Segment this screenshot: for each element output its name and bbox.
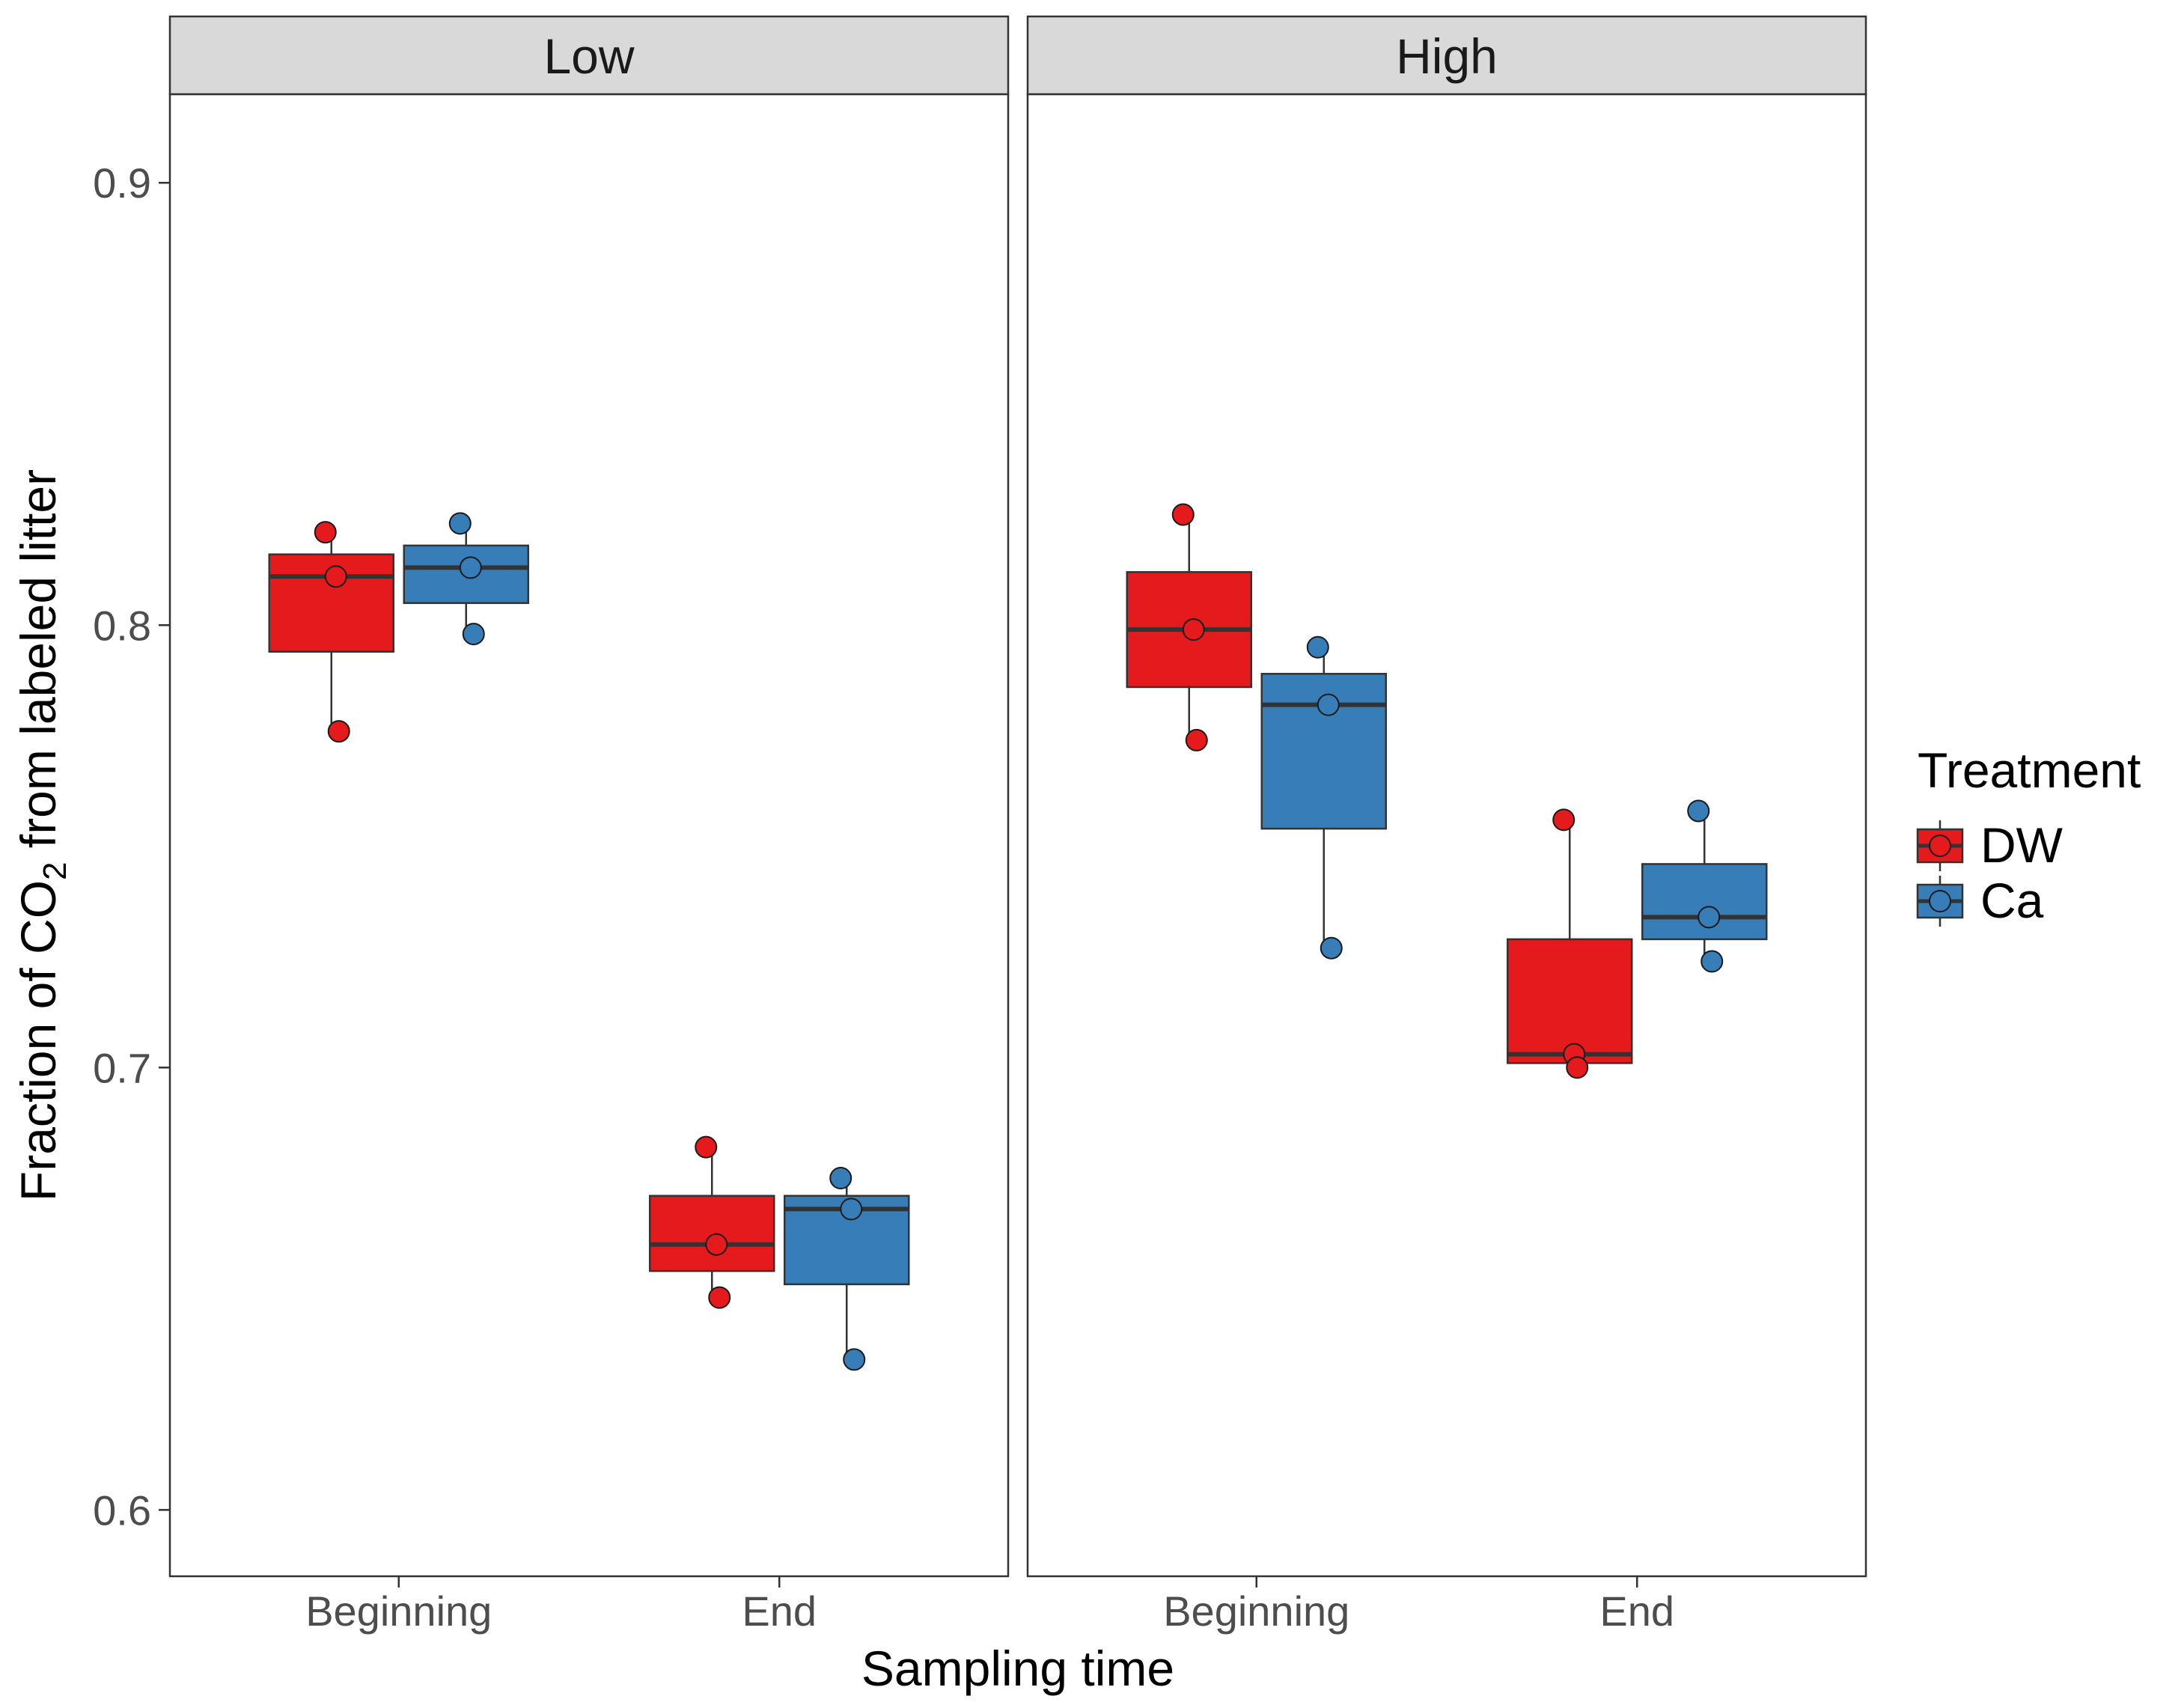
y-tick-label: 0.7 xyxy=(93,1044,151,1091)
x-tick-label: Beginning xyxy=(1163,1587,1349,1635)
data-point xyxy=(829,1167,852,1190)
data-point xyxy=(448,512,472,535)
box-low-end-dw xyxy=(648,1135,775,1309)
data-point xyxy=(1317,693,1340,716)
legend-item-dw: DW xyxy=(1916,817,2063,873)
legend-item-ca: Ca xyxy=(1916,873,2044,928)
data-point xyxy=(327,720,350,743)
legend-key-point xyxy=(1929,890,1951,912)
box-low-beginning-dw xyxy=(268,521,395,743)
x-axis-title: Sampling time xyxy=(861,1641,1174,1696)
y-axis-title-main: Fraction of CO xyxy=(10,880,66,1201)
data-point xyxy=(705,1233,728,1256)
x-axis: Beginning End Beginning End xyxy=(305,1576,1674,1635)
box-high-beginning-ca xyxy=(1260,635,1388,960)
boxplots xyxy=(268,503,1768,1371)
data-point xyxy=(708,1286,731,1309)
y-axis-title-subscript: 2 xyxy=(37,861,73,879)
data-point xyxy=(1566,1056,1589,1079)
data-point xyxy=(1182,618,1205,641)
y-axis: 0.6 0.7 0.8 0.9 xyxy=(93,159,170,1534)
box-iqr xyxy=(268,553,395,653)
box-low-end-ca xyxy=(783,1167,910,1371)
facet-low-label: Low xyxy=(543,28,634,84)
data-point xyxy=(1185,728,1208,751)
data-point xyxy=(1700,950,1724,973)
legend-label: Ca xyxy=(1980,873,2044,928)
legend-key-point xyxy=(1929,835,1951,857)
box-iqr xyxy=(1641,863,1768,941)
facet-high-panel xyxy=(1026,93,1867,1578)
facet-high-strip xyxy=(1026,15,1867,96)
box-low-beginning-ca xyxy=(403,512,530,646)
box-high-beginning-dw xyxy=(1126,503,1253,751)
x-tick-label: End xyxy=(742,1587,817,1635)
data-point xyxy=(462,623,485,646)
box-high-end-ca xyxy=(1641,799,1768,973)
data-point xyxy=(1320,936,1343,960)
y-axis-title: Fraction of CO2 from labeled litter xyxy=(10,469,73,1201)
facet-low-strip xyxy=(168,15,1010,96)
data-point xyxy=(1171,503,1195,526)
facet-low-panel xyxy=(168,93,1010,1578)
box-iqr xyxy=(1506,938,1633,1064)
x-tick-label: End xyxy=(1599,1587,1674,1635)
y-axis-title-suffix: from labeled litter xyxy=(10,469,66,862)
facet-high-label: High xyxy=(1396,28,1498,84)
data-point xyxy=(1552,808,1576,832)
box-high-end-dw xyxy=(1506,808,1633,1079)
x-tick-label: Beginning xyxy=(305,1587,492,1635)
legend-title: Treatment xyxy=(1918,742,2141,798)
y-tick-label: 0.8 xyxy=(93,602,151,649)
data-point xyxy=(1306,635,1329,659)
data-point xyxy=(314,521,337,544)
box-iqr xyxy=(648,1195,775,1272)
data-point xyxy=(1698,906,1721,929)
data-point xyxy=(840,1198,863,1221)
data-point xyxy=(843,1348,866,1371)
data-point xyxy=(1687,799,1710,823)
data-point xyxy=(459,556,482,579)
data-point xyxy=(695,1135,718,1159)
y-tick-label: 0.9 xyxy=(93,159,151,207)
data-point xyxy=(324,565,347,588)
facet-low: Low xyxy=(168,15,1010,1578)
y-tick-label: 0.6 xyxy=(93,1486,151,1534)
legend-label: DW xyxy=(1980,817,2063,873)
facet-high: High xyxy=(1026,15,1867,1578)
